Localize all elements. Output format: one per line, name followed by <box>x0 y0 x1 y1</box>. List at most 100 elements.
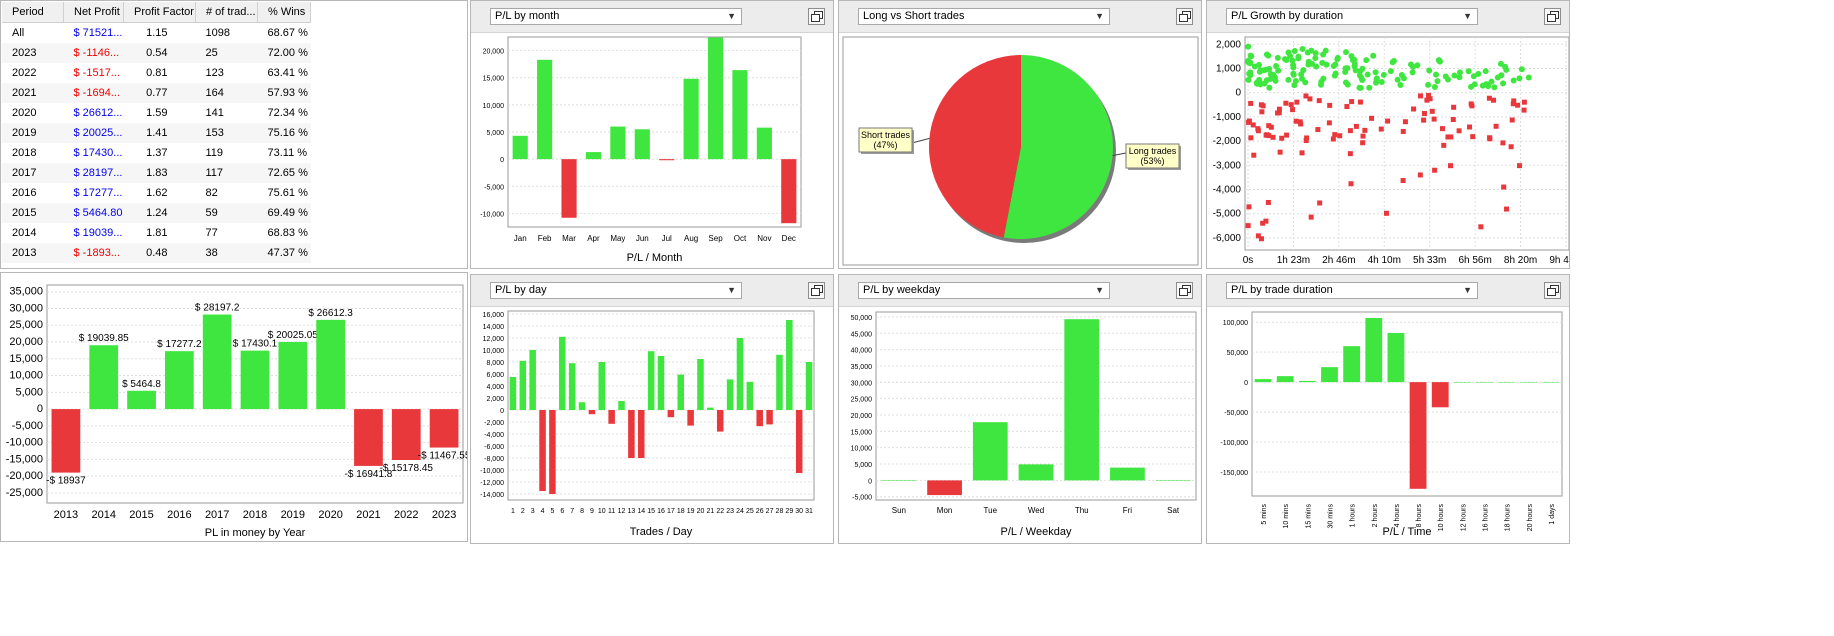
period-cell: 2013 <box>2 243 64 263</box>
y-tick-label: 20,000 <box>851 413 873 420</box>
bar <box>164 351 194 410</box>
scatter-point <box>1322 47 1329 54</box>
x-tick-label: Tue <box>984 506 998 515</box>
x-tick-label: 1h 23m <box>1277 255 1310 266</box>
window-maximize-icon[interactable] <box>808 8 825 25</box>
column-header-trade-count[interactable]: # of trad... <box>195 2 258 23</box>
month-panel-header: P/L by month ▼ <box>471 1 833 33</box>
scatter-point <box>1247 59 1254 66</box>
scatter-point <box>1508 144 1514 150</box>
scatter-point <box>1511 98 1517 104</box>
scatter-point <box>1263 66 1270 73</box>
scatter-point <box>1510 77 1517 84</box>
x-tick-label: 29 <box>785 508 793 515</box>
y-tick-label: -6,000 <box>484 444 504 451</box>
win-percent-cell: 72.00 % <box>257 43 311 63</box>
table-row[interactable]: 2015 $ 5464.80 1.24 59 69.49 % <box>2 203 311 223</box>
period-cell: All <box>12 27 25 39</box>
trade-count-cell: 141 <box>205 107 224 119</box>
table-row[interactable]: 2021 $ -1694... 0.77 164 57.93 % <box>2 83 311 103</box>
chart-type-dropdown[interactable]: P/L Growth by duration ▼ <box>1226 8 1478 25</box>
chart-type-dropdown[interactable]: Long vs Short trades ▼ <box>858 8 1110 25</box>
net-profit-cell: $ 71521... <box>73 27 123 39</box>
scatter-point <box>1370 52 1377 59</box>
scatter-point <box>1258 102 1264 108</box>
x-tick-label: 2 <box>521 508 525 515</box>
table-row[interactable]: 2016 $ 17277... 1.62 82 75.61 % <box>2 183 311 203</box>
x-tick-label: 12 hours <box>1460 504 1467 532</box>
column-header-win-percent[interactable]: % Wins <box>257 2 311 23</box>
table-row[interactable]: 2023 $ -1146... 0.54 25 72.00 % <box>2 43 311 63</box>
scatter-point <box>1344 104 1350 110</box>
column-header-net-profit[interactable]: Net Profit <box>63 2 124 23</box>
bar <box>707 37 724 160</box>
slice-percent: (47%) <box>873 140 897 150</box>
period-stats-table: Period Net Profit Profit Factor # of tra… <box>2 2 311 263</box>
bar <box>1018 464 1054 481</box>
x-tick-label: 0s <box>1243 255 1254 266</box>
x-tick-label: 2019 <box>281 509 305 521</box>
win-percent-cell: 47.37 % <box>257 243 311 263</box>
window-maximize-icon[interactable] <box>1544 282 1561 299</box>
scatter-point <box>1369 115 1375 121</box>
scatter-point <box>1445 76 1452 83</box>
scatter-point <box>1400 178 1406 184</box>
scatter-point <box>1441 142 1447 148</box>
y-tick-label: 0 <box>868 478 872 485</box>
bar <box>638 410 645 458</box>
chart-type-dropdown[interactable]: P/L by weekday ▼ <box>858 282 1110 299</box>
bar <box>687 410 694 426</box>
bar <box>1387 332 1405 383</box>
column-header-period[interactable]: Period <box>2 2 64 23</box>
table-row[interactable]: 2013 $ -1893... 0.48 38 47.37 % <box>2 243 311 263</box>
x-tick-label: Feb <box>538 234 552 243</box>
table-row[interactable]: 2019 $ 20025... 1.41 153 75.16 % <box>2 123 311 143</box>
window-maximize-icon[interactable] <box>1176 282 1193 299</box>
chart-type-dropdown[interactable]: P/L by trade duration ▼ <box>1226 282 1478 299</box>
column-header-profit-factor[interactable]: Profit Factor <box>123 2 196 23</box>
y-tick-label: -3,000 <box>1213 160 1242 171</box>
bar <box>781 159 797 224</box>
x-axis-label: P/L / Time <box>1382 526 1431 538</box>
y-tick-label: 16,000 <box>483 312 505 319</box>
table-row[interactable]: 2018 $ 17430... 1.37 119 73.11 % <box>2 143 311 163</box>
table-row[interactable]: 2020 $ 26612... 1.59 141 72.34 % <box>2 103 311 123</box>
x-tick-label: 2015 <box>129 509 153 521</box>
scatter-point <box>1445 134 1451 140</box>
window-maximize-icon[interactable] <box>808 282 825 299</box>
scatter-point <box>1357 99 1363 105</box>
scatter-point <box>1263 51 1270 58</box>
bar <box>726 379 734 410</box>
data-label: -$ 18937 <box>46 476 86 487</box>
chart-type-dropdown[interactable]: P/L by month ▼ <box>490 8 742 25</box>
scatter-point <box>1366 84 1373 91</box>
bar <box>634 129 650 160</box>
window-maximize-icon[interactable] <box>1176 8 1193 25</box>
table-row[interactable]: 2017 $ 28197... 1.83 117 72.65 % <box>2 163 311 183</box>
win-percent-cell: 63.41 % <box>267 67 308 79</box>
y-tick-label: 40,000 <box>851 348 873 355</box>
bar <box>683 78 699 160</box>
y-tick-label: -20,000 <box>6 470 43 482</box>
scatter-point <box>1424 97 1430 103</box>
scatter-point <box>1266 133 1272 139</box>
chart-type-dropdown[interactable]: P/L by day ▼ <box>490 282 742 299</box>
x-tick-label: 5 mins <box>1261 504 1268 525</box>
x-tick-label: 2021 <box>356 509 380 521</box>
table-row[interactable]: 2014 $ 19039... 1.81 77 68.83 % <box>2 223 311 243</box>
bar <box>1298 380 1316 383</box>
x-tick-label: Wed <box>1028 506 1044 515</box>
window-maximize-icon[interactable] <box>1544 8 1561 25</box>
win-percent-cell: 68.83 % <box>267 227 308 239</box>
table-row[interactable]: All $ 71521... 1.15 1098 68.67 % <box>2 23 311 44</box>
table-row[interactable]: 2022 $ -1517... 0.81 123 63.41 % <box>2 63 311 83</box>
scatter-point <box>1389 59 1396 66</box>
scatter-point <box>1255 126 1261 132</box>
bar <box>677 374 684 410</box>
scatter-point <box>1303 137 1309 143</box>
trade-count-cell: 59 <box>195 203 258 223</box>
scatter-point <box>1260 220 1266 226</box>
scatter-point <box>1246 118 1252 124</box>
scatter-point <box>1417 172 1423 178</box>
bar <box>756 410 763 427</box>
